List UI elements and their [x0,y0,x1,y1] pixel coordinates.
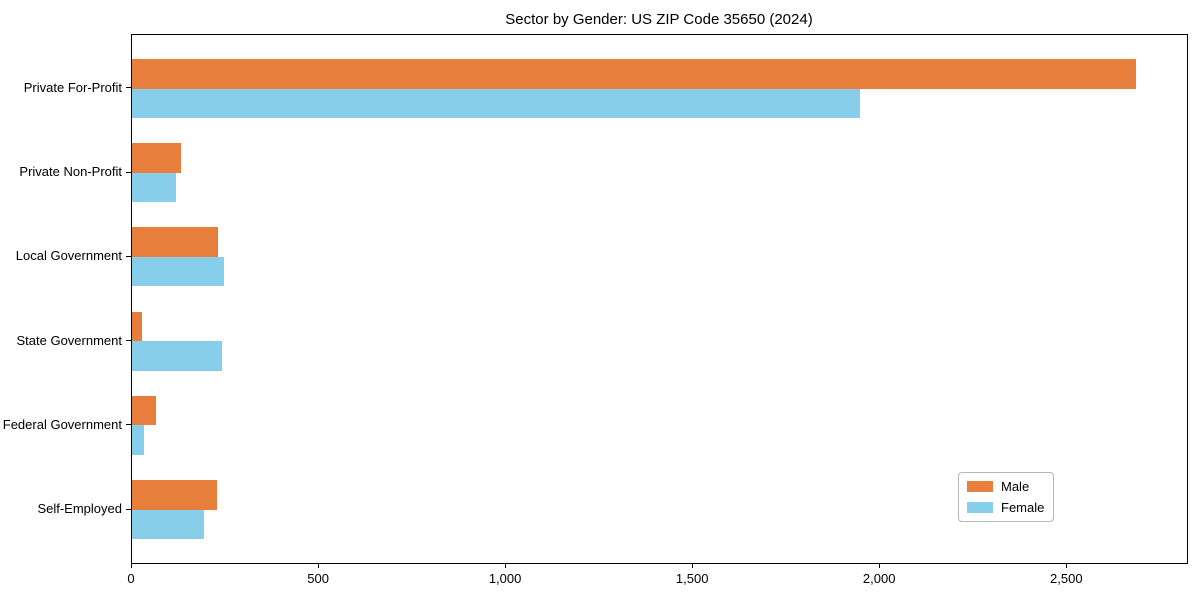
bar-female-private-for-profit [132,88,861,118]
x-tick-label-1000: 1,000 [488,571,522,586]
legend-item-male: Male [967,479,1044,494]
bar-male-self-employed [132,480,218,510]
y-axis-label-private-non-profit: Private Non-Profit [19,164,122,180]
x-tick-mark [318,563,320,568]
bar-female-federal-government [132,425,144,455]
y-axis-label-private-for-profit: Private For-Profit [23,79,122,95]
y-tick-mark [126,87,131,89]
x-tick-mark [879,563,881,568]
y-axis-label-self-employed: Self-Employed [37,501,122,517]
y-tick-mark [126,340,131,342]
bar-female-state-government [132,341,223,371]
legend-swatch-female [967,502,993,513]
y-tick-mark [126,424,131,426]
x-tick-mark [131,563,132,568]
y-axis-label-state-government: State Government [16,332,123,348]
legend: Male Female [958,472,1055,522]
bar-female-local-government [132,256,225,287]
x-tick-label-1500: 1,500 [675,571,709,586]
bar-female-self-employed [132,509,204,539]
bar-male-state-government [132,311,143,342]
legend-rows: Male Female [967,479,1044,515]
x-tick-label-0: 0 [127,571,135,586]
y-tick-mark [126,171,131,173]
x-tick-label-2000: 2,000 [862,571,896,586]
bar-female-private-non-profit [132,172,177,203]
x-tick-label-2500: 2,500 [1050,571,1083,586]
y-axis-label-local-government: Local Government [15,248,122,264]
x-tick-label-500: 500 [307,571,329,586]
bar-male-private-non-profit [132,143,181,173]
x-tick-mark [692,563,694,568]
plot-area [131,34,1188,564]
bar-male-federal-government [132,395,156,426]
bar-male-local-government [132,227,218,257]
legend-label-male: Male [1001,479,1030,494]
legend-item-female: Female [967,500,1044,515]
legend-label-female: Female [1001,500,1045,515]
y-tick-mark [126,508,131,510]
bar-male-private-for-profit [132,59,1137,89]
y-axis-label-federal-government: Federal Government [2,416,122,432]
chart-title: Sector by Gender: US ZIP Code 35650 (202… [505,11,813,28]
x-tick-mark [505,563,507,568]
x-tick-mark [1066,563,1068,568]
y-tick-mark [126,255,131,257]
legend-swatch-male [967,481,993,492]
